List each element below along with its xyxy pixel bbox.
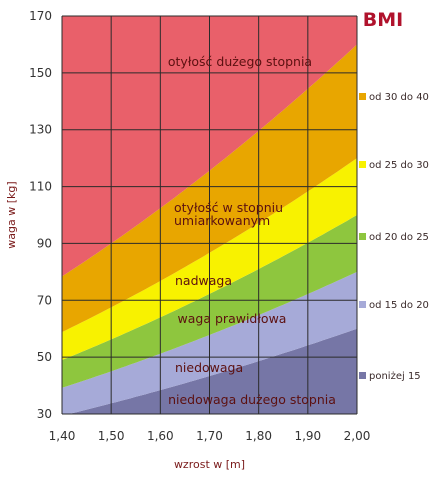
x-tick-label: 2,00 <box>344 429 371 443</box>
x-tick-label: 1,90 <box>294 429 321 443</box>
zone-label: waga prawidłowa <box>178 311 287 326</box>
x-axis-title: wzrost w [m] <box>174 458 245 471</box>
zone-label: otyłość dużego stopnia <box>168 54 312 69</box>
legend-item-label: od 25 do 30 <box>369 160 429 171</box>
y-axis-title: waga w [kg] <box>5 181 18 248</box>
y-tick-label: 30 <box>37 407 52 421</box>
x-tick-label: 1,80 <box>245 429 272 443</box>
zone-label: niedowaga <box>175 360 243 375</box>
legend-title: BMI <box>363 9 403 31</box>
y-tick-label: 110 <box>29 180 52 194</box>
legend-item-label: od 20 do 25 <box>369 232 429 243</box>
x-tick-label: 1,50 <box>98 429 125 443</box>
zone-label: niedowaga dużego stopnia <box>168 392 336 407</box>
legend-item-label: od 30 do 40 <box>369 92 429 103</box>
y-tick-label: 90 <box>37 236 52 250</box>
zone-area-1 <box>68 328 357 414</box>
legend-item-label: poniżej 15 <box>369 371 421 382</box>
y-tick-label: 50 <box>37 350 52 364</box>
y-tick-label: 150 <box>29 66 52 80</box>
zone-label: nadwaga <box>175 273 232 288</box>
y-tick-label: 170 <box>29 9 52 23</box>
x-tick-label: 1,60 <box>147 429 174 443</box>
zone-label-moderate-obesity: otyłość w stopniu umiarkowanym <box>174 200 283 228</box>
legend-swatch <box>359 93 366 100</box>
legend-swatch <box>359 233 366 240</box>
y-tick-label: 70 <box>37 293 52 307</box>
x-tick-label: 1,70 <box>196 429 223 443</box>
legend-item-label: od 15 do 20 <box>369 300 429 311</box>
y-tick-label: 130 <box>29 123 52 137</box>
legend-swatch <box>359 372 366 379</box>
legend-swatch <box>359 161 366 168</box>
legend-swatch <box>359 301 366 308</box>
x-tick-label: 1,40 <box>49 429 76 443</box>
